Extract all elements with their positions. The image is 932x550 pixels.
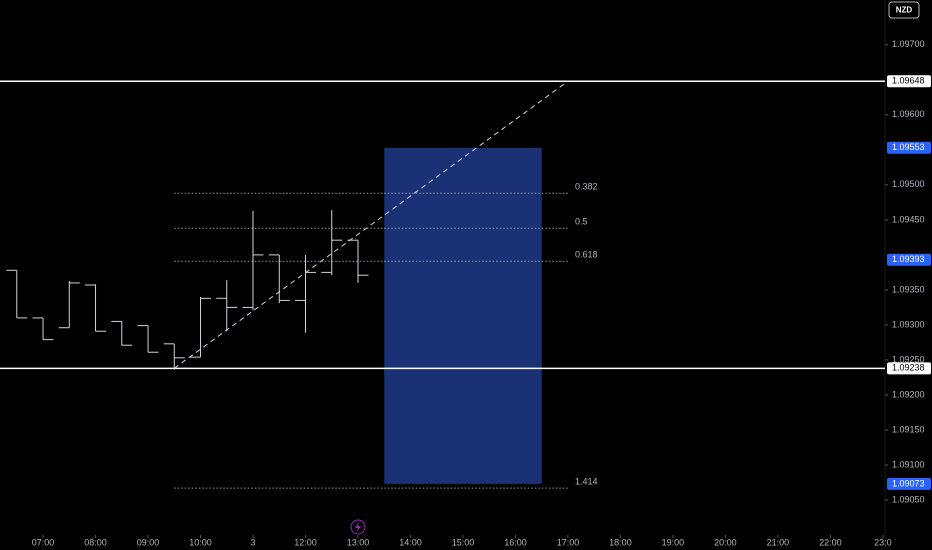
fib-label: 1.414 (575, 476, 598, 486)
x-tick-label: 09:00 (137, 537, 160, 547)
price-label: 1.09393 (892, 254, 925, 264)
position-zone (384, 147, 542, 484)
x-tick-label: 15:00 (452, 537, 475, 547)
price-label-box (887, 141, 931, 154)
x-tick-label: 13:00 (347, 537, 370, 547)
y-tick-label: 1.09250 (892, 354, 925, 364)
price-label: 1.09238 (892, 363, 925, 373)
x-tick-label: 14:00 (399, 537, 422, 547)
y-tick-label: 1.09500 (892, 179, 925, 189)
event-bolt (355, 522, 361, 532)
y-tick-label: 1.09300 (892, 319, 925, 329)
plot: 0.382 0.5 0.618 1.414 1.09700 1.09600 1.09500 1… (0, 39, 931, 547)
fib-label: 0.5 (575, 217, 588, 227)
x-tick-label: 23:0 (874, 537, 892, 547)
x-tick-label: 19:00 (662, 537, 685, 547)
y-tick-label: 1.09200 (892, 389, 925, 399)
x-tick-label: 17:00 (557, 537, 580, 547)
currency-button[interactable] (888, 1, 920, 19)
x-tick-label: 20:00 (714, 537, 737, 547)
y-tick-label: 1.09150 (892, 424, 925, 434)
y-tick-label: 1.09700 (892, 39, 925, 49)
x-tick-label: 08:00 (84, 537, 107, 547)
price-label: 1.09073 (892, 478, 925, 488)
y-tick-label: 1.09600 (892, 109, 925, 119)
x-tick-label: 21:00 (767, 537, 790, 547)
x-tick-label: 07:00 (32, 537, 55, 547)
y-tick-label: 1.09050 (892, 494, 925, 504)
price-label-box (887, 362, 931, 375)
y-tick-label: 1.09100 (892, 459, 925, 469)
price-label: 1.09553 (892, 142, 925, 152)
trend-line (173, 80, 569, 369)
fib-label: 0.382 (575, 182, 598, 192)
x-tick-label: 16:00 (504, 537, 527, 547)
x-tick-label: 12:00 (294, 537, 317, 547)
y-tick-label: 1.09450 (892, 214, 925, 224)
price-label: 1.09648 (892, 76, 925, 86)
price-label-box (887, 75, 931, 88)
fib-label: 0.618 (575, 250, 598, 260)
x-tick-label: 3 (250, 537, 255, 547)
currency-label[interactable]: NZD (896, 6, 913, 15)
x-tick-label: 10:00 (189, 537, 212, 547)
event-icon[interactable] (350, 519, 366, 535)
x-tick-label: 22:00 (819, 537, 842, 547)
y-tick-label: 1.09350 (892, 284, 925, 294)
price-label-box (887, 477, 931, 490)
x-tick-label: 18:00 (609, 537, 632, 547)
price-label-box (887, 253, 931, 266)
